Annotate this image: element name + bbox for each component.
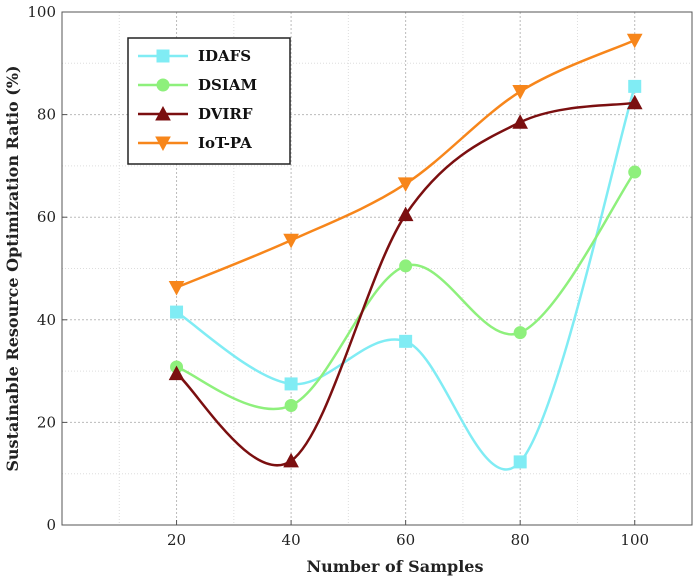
axis-ticks: 20 40 60 80 100 0 20 40 60 80 100: [27, 3, 649, 549]
data-point-dvirf: [168, 365, 185, 381]
y-tick-label: 60: [37, 208, 56, 226]
series-line-idafs: [175, 86, 636, 471]
data-point-iot-pa: [168, 280, 185, 296]
data-point-dsiam: [513, 326, 527, 340]
data-point-dvirf: [283, 452, 299, 468]
x-tick-label: 80: [511, 531, 530, 549]
legend-item-iot-pa: IoT-PA: [138, 134, 252, 152]
legend-marker: [156, 78, 170, 92]
data-point-dvirf: [397, 206, 414, 222]
data-point-idafs: [513, 455, 527, 469]
data-point-dvirf: [512, 114, 529, 129]
data-point-dsiam: [284, 398, 298, 412]
data-point-iot-pa: [626, 33, 643, 49]
x-tick-label: 20: [167, 531, 186, 549]
series-dvirf: [168, 94, 643, 468]
data-point-idafs: [284, 377, 298, 391]
legend: IDAFS DSIAM DVIRF IoT-PA: [127, 37, 291, 165]
x-tick-label: 60: [396, 531, 415, 549]
data-point-idafs: [170, 305, 184, 319]
series-iot-pa: [168, 33, 643, 296]
legend-item-dsiam: DSIAM: [138, 76, 257, 94]
series-dsiam: [170, 165, 642, 412]
y-tick-label: 20: [37, 413, 56, 431]
legend-marker: [155, 105, 171, 121]
y-tick-label: 100: [27, 3, 56, 21]
series-line-dvirf: [175, 101, 635, 467]
y-tick-label: 80: [37, 106, 56, 124]
legend-item-dvirf: DVIRF: [138, 105, 253, 123]
legend-label: IoT-PA: [198, 134, 252, 152]
data-point-iot-pa: [397, 177, 414, 192]
series-idafs: [170, 79, 642, 471]
legend-label: IDAFS: [198, 47, 251, 65]
x-axis-label: Number of Samples: [307, 557, 484, 576]
plot-frame: [61, 11, 693, 526]
legend-marker: [155, 136, 171, 152]
x-tick-label: 40: [282, 531, 301, 549]
data-point-dvirf: [626, 94, 643, 110]
y-tick-label: 0: [46, 516, 56, 534]
y-tick-label: 40: [37, 311, 56, 329]
legend-item-idafs: IDAFS: [138, 47, 251, 65]
data-point-dsiam: [628, 165, 642, 179]
data-point-iot-pa: [512, 85, 529, 100]
series-group: [168, 33, 643, 471]
legend-label: DVIRF: [198, 105, 253, 123]
x-tick-label: 100: [620, 531, 649, 549]
y-axis-label: Sustainable Resource Optimization Ratio …: [3, 65, 22, 471]
data-point-iot-pa: [283, 233, 299, 249]
legend-marker: [156, 49, 170, 63]
data-point-dsiam: [399, 259, 413, 273]
data-point-idafs: [628, 79, 642, 93]
legend-label: DSIAM: [198, 76, 257, 94]
data-point-idafs: [399, 334, 413, 348]
